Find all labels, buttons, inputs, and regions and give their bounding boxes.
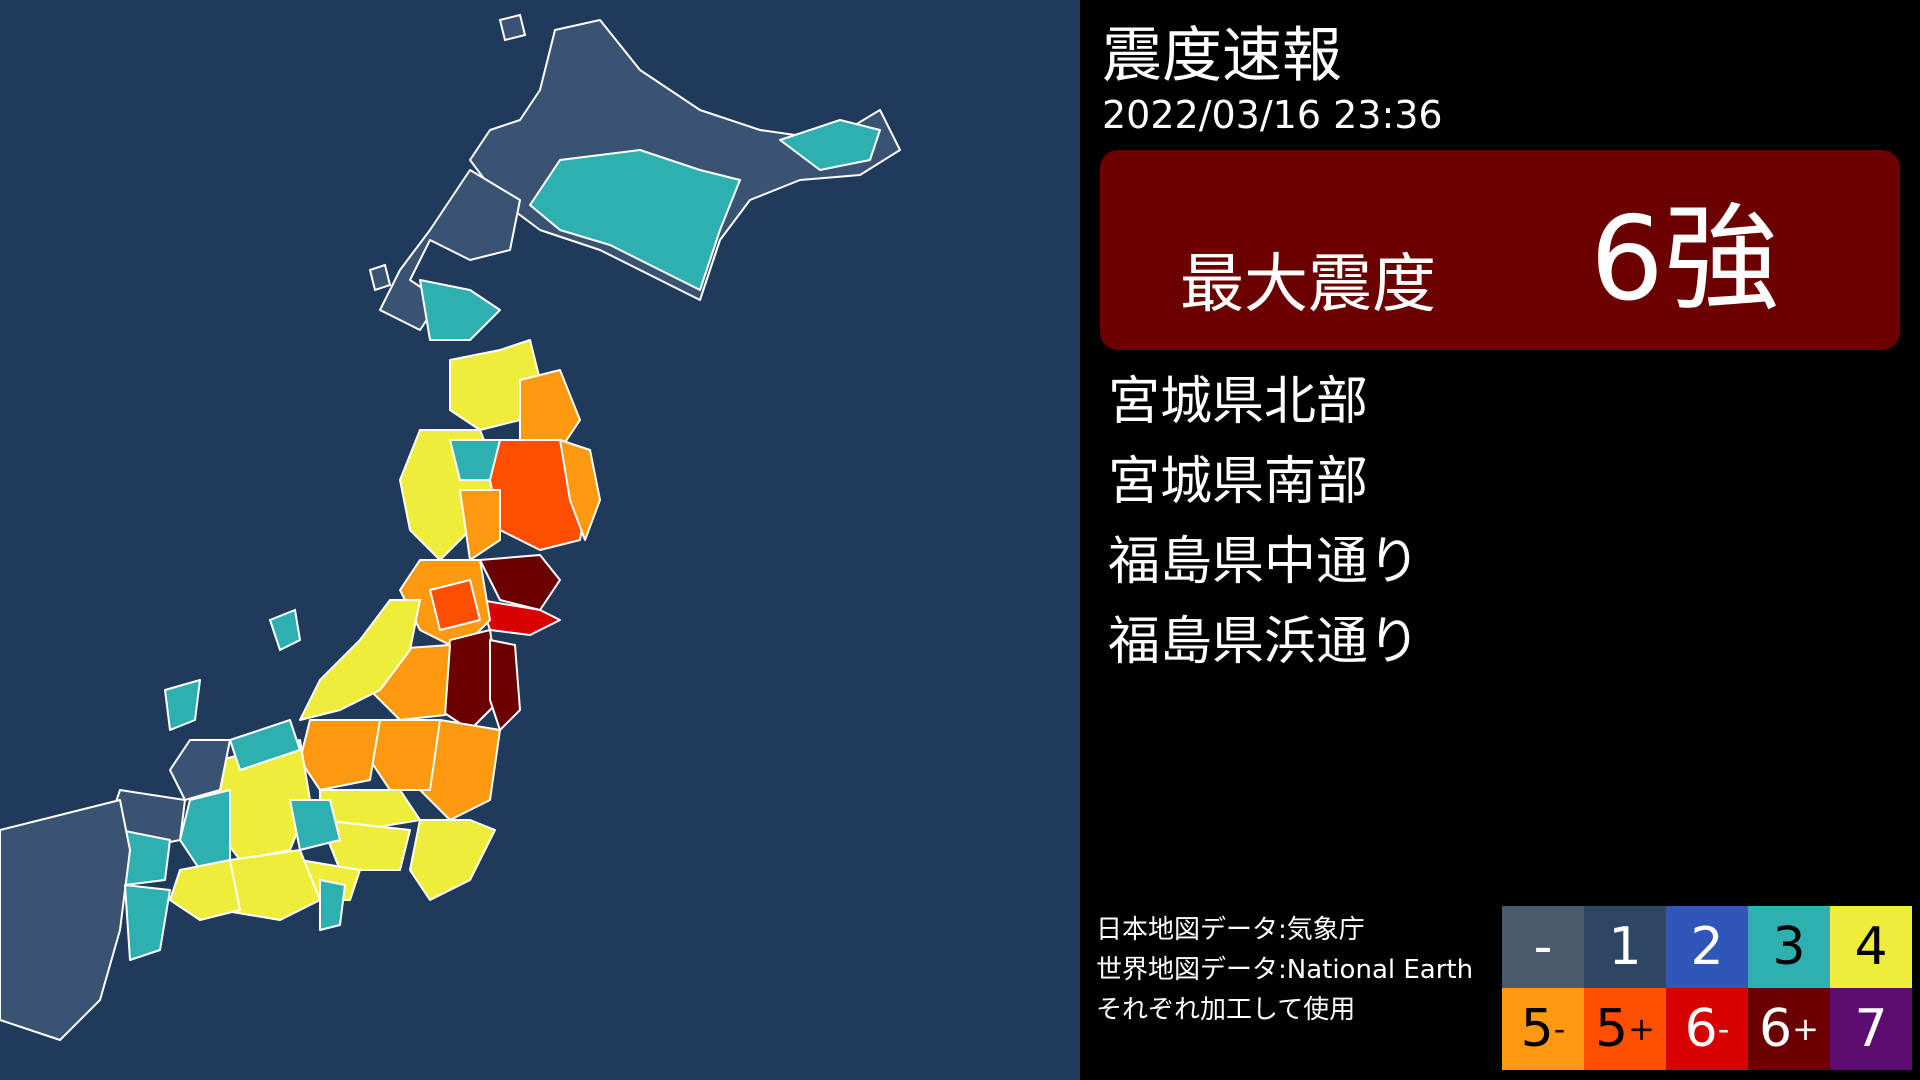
credits: 日本地図データ:気象庁 世界地図データ:National Earth それぞれ加… <box>1096 910 1473 1030</box>
legend-label: 7 <box>1854 999 1888 1059</box>
region-hokkaido-central <box>529 149 741 291</box>
legend-sign: + <box>1792 1010 1819 1048</box>
max-intensity-label: 最大震度 <box>1180 248 1436 322</box>
region-yamagata-south <box>429 579 481 631</box>
region-fukushima-hama <box>489 639 521 731</box>
legend-cell: 3 <box>1748 906 1830 988</box>
legend-cell: 1 <box>1584 906 1666 988</box>
region-hokkaido-east <box>779 119 881 171</box>
region-chiba <box>409 819 496 901</box>
region-noto <box>164 679 201 731</box>
region-tochigi <box>369 719 441 791</box>
island-sado <box>268 608 302 652</box>
legend-cell: 5 + <box>1584 988 1666 1070</box>
legend-label: 5 <box>1595 999 1629 1059</box>
max-intensity-box: 最大震度 6強 <box>1100 150 1900 350</box>
legend-cell: - <box>1502 906 1584 988</box>
region-list: 宮城県北部 宮城県南部 福島県中通り 福島県浜通り <box>1108 362 1420 682</box>
region-oshima <box>419 279 501 341</box>
page-title: 震度速報 <box>1102 21 1342 91</box>
region-item: 福島県中通り <box>1108 532 1421 592</box>
legend-label: - <box>1533 917 1553 977</box>
region-tokyo <box>319 819 411 871</box>
region-mie <box>124 884 171 961</box>
max-intensity-value: 6強 <box>1590 192 1780 327</box>
legend-label: 2 <box>1690 917 1724 977</box>
legend-cell: 5- <box>1502 988 1584 1070</box>
legend-label: 5 <box>1520 999 1554 1059</box>
intensity-map <box>0 0 1080 1080</box>
region-item: 福島県浜通り <box>1108 612 1421 672</box>
legend-cell: 2 <box>1666 906 1748 988</box>
legend-cell: 7 <box>1830 988 1912 1070</box>
region-aichi <box>169 859 241 921</box>
region-item: 宮城県北部 <box>1108 372 1369 432</box>
info-panel: 震度速報 2022/03/16 23:36 最大震度 6強 宮城県北部 宮城県南… <box>1080 0 1920 1080</box>
japan-map <box>0 13 901 1041</box>
legend-sign: - <box>1553 1010 1566 1048</box>
region-gunma <box>299 719 381 791</box>
region-yamanashi <box>289 799 341 851</box>
credit-line: 世界地図データ:National Earth <box>1096 955 1474 985</box>
region-iwate-west <box>459 489 501 561</box>
region-niigata <box>299 599 421 721</box>
legend-label: 3 <box>1772 917 1806 977</box>
region-miyagi-north <box>479 554 561 611</box>
legend-label: 6 <box>1759 999 1793 1059</box>
legend-label: 4 <box>1854 917 1888 977</box>
credit-line: それぞれ加工して使用 <box>1096 995 1356 1025</box>
region-aomori-east <box>519 369 581 451</box>
legend-sign: - <box>1717 1010 1730 1048</box>
island-okushiri <box>368 263 392 292</box>
region-toyama <box>229 719 301 771</box>
region-gifu <box>179 789 231 871</box>
region-ishikawa <box>169 739 231 801</box>
credit-line: 日本地図データ:気象庁 <box>1096 915 1365 945</box>
island-rishiri <box>498 13 527 42</box>
datetime: 2022/03/16 23:36 <box>1102 93 1443 137</box>
legend-cell: 6 + <box>1748 988 1830 1070</box>
region-item: 宮城県南部 <box>1108 452 1369 512</box>
legend-label: 6 <box>1684 999 1718 1059</box>
region-miyagi-south <box>479 599 561 636</box>
intensity-legend: -1 2 3 4 5-5 +6-6 +7 <box>1502 906 1912 1070</box>
legend-label: 1 <box>1608 917 1642 977</box>
region-iwate-coast <box>559 439 601 541</box>
region-izu <box>319 879 346 931</box>
legend-cell: 6- <box>1666 988 1748 1070</box>
legend-sign: + <box>1628 1010 1655 1048</box>
region-kinki <box>0 799 131 1041</box>
legend-cell: 4 <box>1830 906 1912 988</box>
